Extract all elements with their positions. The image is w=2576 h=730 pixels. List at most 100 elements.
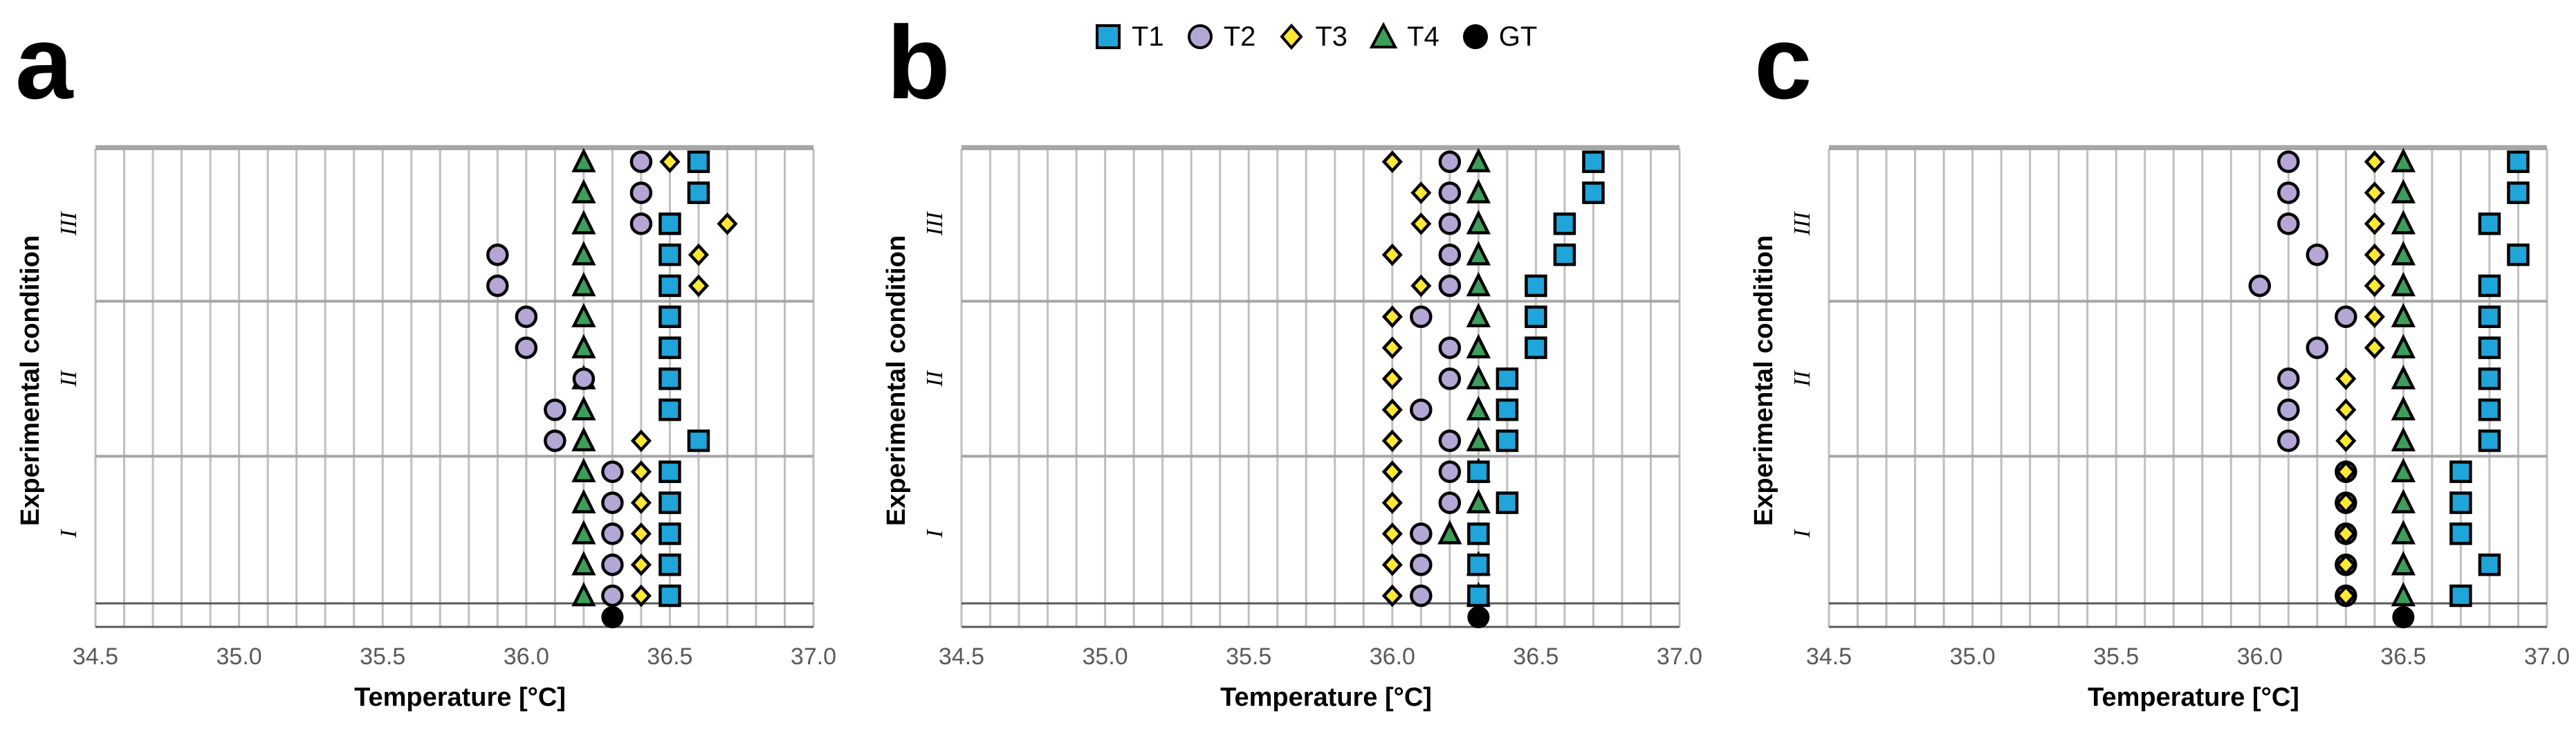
t1-point [659,336,681,359]
panel-label-c: c [1754,4,1812,120]
t1-point [659,522,681,545]
t2-point [1438,150,1462,174]
legend-item-t1: T1 [1093,21,1164,53]
t4-point [1466,302,1491,328]
t1-point [1582,150,1605,174]
t4-point [571,489,596,513]
t3-point [2364,212,2385,235]
x-tick-label: 36.0 [2237,644,2283,670]
t2-point [1438,274,1462,298]
plot-grid [94,145,815,628]
t2-point [2277,398,2300,421]
triangle-marker-icon [1369,21,1398,48]
x-tick-label: 37.0 [791,644,836,670]
t1-point [659,212,681,235]
t2-point [544,429,567,453]
data-markers [1381,147,1605,628]
t2-point [629,181,653,204]
t3-point [688,274,709,298]
t1-point [2478,305,2501,329]
gt-point [601,606,624,628]
t4-point [1437,520,1462,545]
t2-point [601,584,624,608]
t2-point [572,367,596,390]
t1-point [1467,460,1490,484]
data-markers [2248,147,2530,628]
gt-point [2392,606,2415,628]
t4-point [1466,179,1491,203]
y-group-label: III [56,211,82,237]
t3-point [1410,274,1432,298]
y-group-label: II [922,369,948,387]
t2-point [2277,367,2300,390]
x-axis-title: Temperature [°C] [354,683,566,712]
t2-point [1410,305,1433,329]
t4-point [2391,520,2416,545]
t1-point [659,243,681,266]
t2-point [2277,429,2300,453]
t4-point [1466,489,1491,513]
t1-point [2449,491,2472,514]
x-tick-label: 37.0 [2524,644,2570,670]
t2-point [601,522,624,545]
t3-point [2335,429,2357,453]
t2-point [1438,460,1462,484]
scatter-plot-b: 34.5 35.0 35.5 36.0 36.5 37.0 Temperature [°C]… [882,145,1702,712]
x-tick-label: 34.5 [939,644,984,670]
legend-item-t4: T4 [1368,21,1439,53]
t4-point [1466,241,1491,266]
t2-point [1438,181,1462,204]
t1-point [2507,150,2530,174]
plot-grid [960,145,1681,628]
t2-point [544,398,567,421]
t2-point [515,305,538,329]
t1-point [2478,553,2501,576]
t3-point [1381,491,1403,514]
t2-point [1438,336,1462,359]
t1-point [2507,181,2530,204]
t4-point [2391,457,2416,483]
t1-point [1525,336,1547,359]
y-group-label: II [1790,369,1815,387]
t1-point [659,274,681,298]
legend-label-t2: T2 [1223,21,1256,52]
t2-point [2306,243,2329,266]
t3-point [630,584,652,608]
x-tick-label: 36.5 [2380,644,2426,670]
t3-point [2335,367,2357,390]
t3-point [688,243,709,266]
t3-point [2335,553,2357,576]
t1-point [659,460,681,484]
t2-point [1438,429,1462,453]
t4-point [1466,210,1491,235]
t4-point [1466,396,1491,421]
legend-item-gt: GT [1460,21,1537,53]
y-group-label: III [922,211,948,237]
y-axis-title: Experimental condition [882,235,911,526]
x-tick-label: 35.5 [2093,644,2139,670]
t4-point [2391,551,2416,576]
t4-point [571,426,596,452]
t1-point [659,367,681,390]
t4-point [2391,396,2416,421]
x-tick-label: 35.5 [1226,644,1271,670]
t4-point [2391,581,2416,607]
t1-point [1525,274,1547,298]
t2-point [1438,367,1462,390]
t4-point [1466,147,1491,173]
data-markers [486,147,738,628]
t4-point [571,457,596,483]
t1-point [1553,212,1576,235]
t3-point [2335,460,2357,484]
t3-point [1381,150,1403,174]
t1-point [1467,522,1490,545]
t2-point [1410,522,1433,545]
t3-point [1381,429,1403,453]
chart-panel-c: c 34.5 35.0 35.5 36.0 36.5 37.0 Temperature [°… [1733,0,2576,730]
panel-label-a: a [15,4,73,120]
t4-point [2391,210,2416,235]
t2-point [1438,243,1462,266]
x-tick-label: 36.5 [1513,644,1558,670]
t1-point [687,181,710,204]
t2-point [486,243,509,266]
